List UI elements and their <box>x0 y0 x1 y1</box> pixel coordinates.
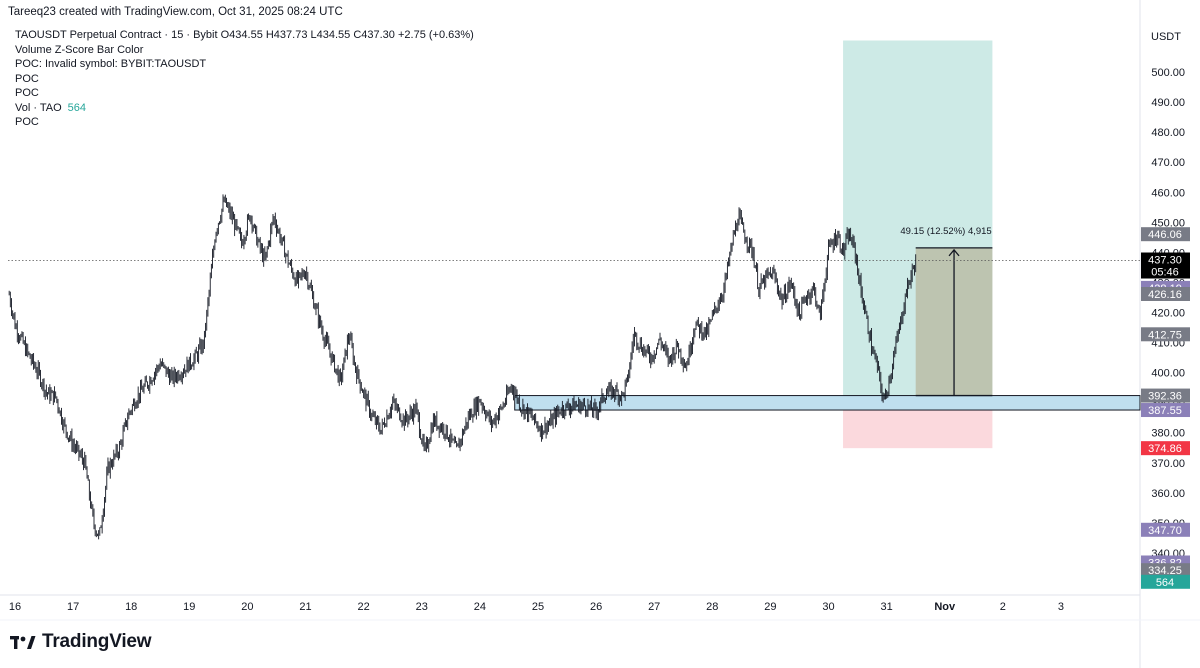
indicator-poc-2[interactable]: POC <box>15 87 39 99</box>
price-level-label-bg <box>1141 227 1190 242</box>
time-tick-label: Nov <box>934 601 956 613</box>
price-level-label-bg <box>1141 403 1190 418</box>
time-tick-label: 29 <box>764 601 776 613</box>
price-level-label-bg <box>1141 252 1190 279</box>
price-tick-label: 460.00 <box>1151 187 1185 199</box>
indicator-poc-invalid[interactable]: POC: Invalid symbol: BYBIT:TAOUSDT <box>15 58 207 70</box>
support-range-box[interactable] <box>514 395 1141 411</box>
time-tick-label: 21 <box>299 601 311 613</box>
price-tick-label: 500.00 <box>1151 67 1185 79</box>
price-level-label: 334.25 <box>1148 565 1182 577</box>
time-tick-label: 30 <box>822 601 834 613</box>
price-tick-label: 400.00 <box>1151 368 1185 380</box>
volume-label: Vol · TAO <box>15 101 62 114</box>
price-level-label: 437.30 <box>1148 255 1182 267</box>
time-tick-label: 3 <box>1058 601 1064 613</box>
chart-legend: TAOUSDT Perpetual Contract · 15 · Bybit … <box>15 28 474 130</box>
time-tick-label: 22 <box>358 601 370 613</box>
author-header: Tareeq23 created with TradingView.com, O… <box>8 6 343 18</box>
price-level-label: 374.86 <box>1148 443 1182 455</box>
price-level-label-bg <box>1141 441 1190 456</box>
time-tick-label: 18 <box>125 601 137 613</box>
price-level-label: 446.06 <box>1148 229 1182 241</box>
time-tick-label: 25 <box>532 601 544 613</box>
time-tick-label: 17 <box>67 601 79 613</box>
price-level-label: 564 <box>1156 577 1174 589</box>
price-tick-label: 450.00 <box>1151 217 1185 229</box>
symbol-ohlc-line[interactable]: TAOUSDT Perpetual Contract · 15 · Bybit … <box>15 29 474 41</box>
price-level-label-bg <box>1141 327 1190 342</box>
price-tick-label: 420.00 <box>1151 308 1185 320</box>
price-level-label-bg <box>1141 286 1190 301</box>
volume-value: 564 <box>67 101 87 114</box>
price-level-label: 347.70 <box>1148 525 1182 537</box>
price-tick-label: 470.00 <box>1151 157 1185 169</box>
price-tick-label: 490.00 <box>1151 97 1185 109</box>
price-tick-label: 380.00 <box>1151 428 1185 440</box>
time-tick-label: 26 <box>590 601 602 613</box>
countdown-label: 05:46 <box>1151 267 1179 279</box>
long-position-profit-zone[interactable] <box>843 40 993 396</box>
indicator-volume[interactable]: Vol · TAO 564 <box>15 101 474 116</box>
price-level-label-bg <box>1141 388 1190 403</box>
price-tick-label: 370.00 <box>1151 458 1185 470</box>
tradingview-logo-text: TradingView <box>42 631 152 652</box>
time-tick-label: 19 <box>183 601 195 613</box>
time-tick-label: 23 <box>416 601 428 613</box>
time-tick-label: 31 <box>881 601 893 613</box>
time-tick-label: 2 <box>1000 601 1006 613</box>
time-tick-label: 20 <box>241 601 253 613</box>
indicator-volume-zscore[interactable]: Volume Z-Score Bar Color <box>15 43 144 56</box>
measure-arrow-head <box>948 248 960 257</box>
price-level-label: 387.55 <box>1148 405 1182 417</box>
time-tick-label: 24 <box>474 601 486 613</box>
price-tick-label: 480.00 <box>1151 127 1185 139</box>
price-tick-label: 360.00 <box>1151 488 1185 500</box>
price-level-label: 392.36 <box>1148 391 1182 403</box>
price-level-label-bg <box>1141 563 1190 578</box>
time-tick-label: 27 <box>648 601 660 613</box>
price-level-label-bg <box>1141 522 1190 537</box>
time-tick-label: 16 <box>9 601 21 613</box>
indicator-poc-1[interactable]: POC <box>15 72 39 85</box>
time-tick-label: 28 <box>706 601 718 613</box>
tradingview-branding: TradingView <box>10 631 152 653</box>
tradingview-logo-icon <box>10 636 36 649</box>
price-level-label-bg <box>1141 574 1190 589</box>
price-axis-unit: USDT <box>1151 31 1181 43</box>
price-level-label: 426.16 <box>1148 289 1182 301</box>
indicator-poc-3[interactable]: POC <box>15 116 39 128</box>
price-level-label: 412.75 <box>1148 329 1182 341</box>
measure-label: 49.15 (12.52%) 4,915 <box>900 226 991 237</box>
